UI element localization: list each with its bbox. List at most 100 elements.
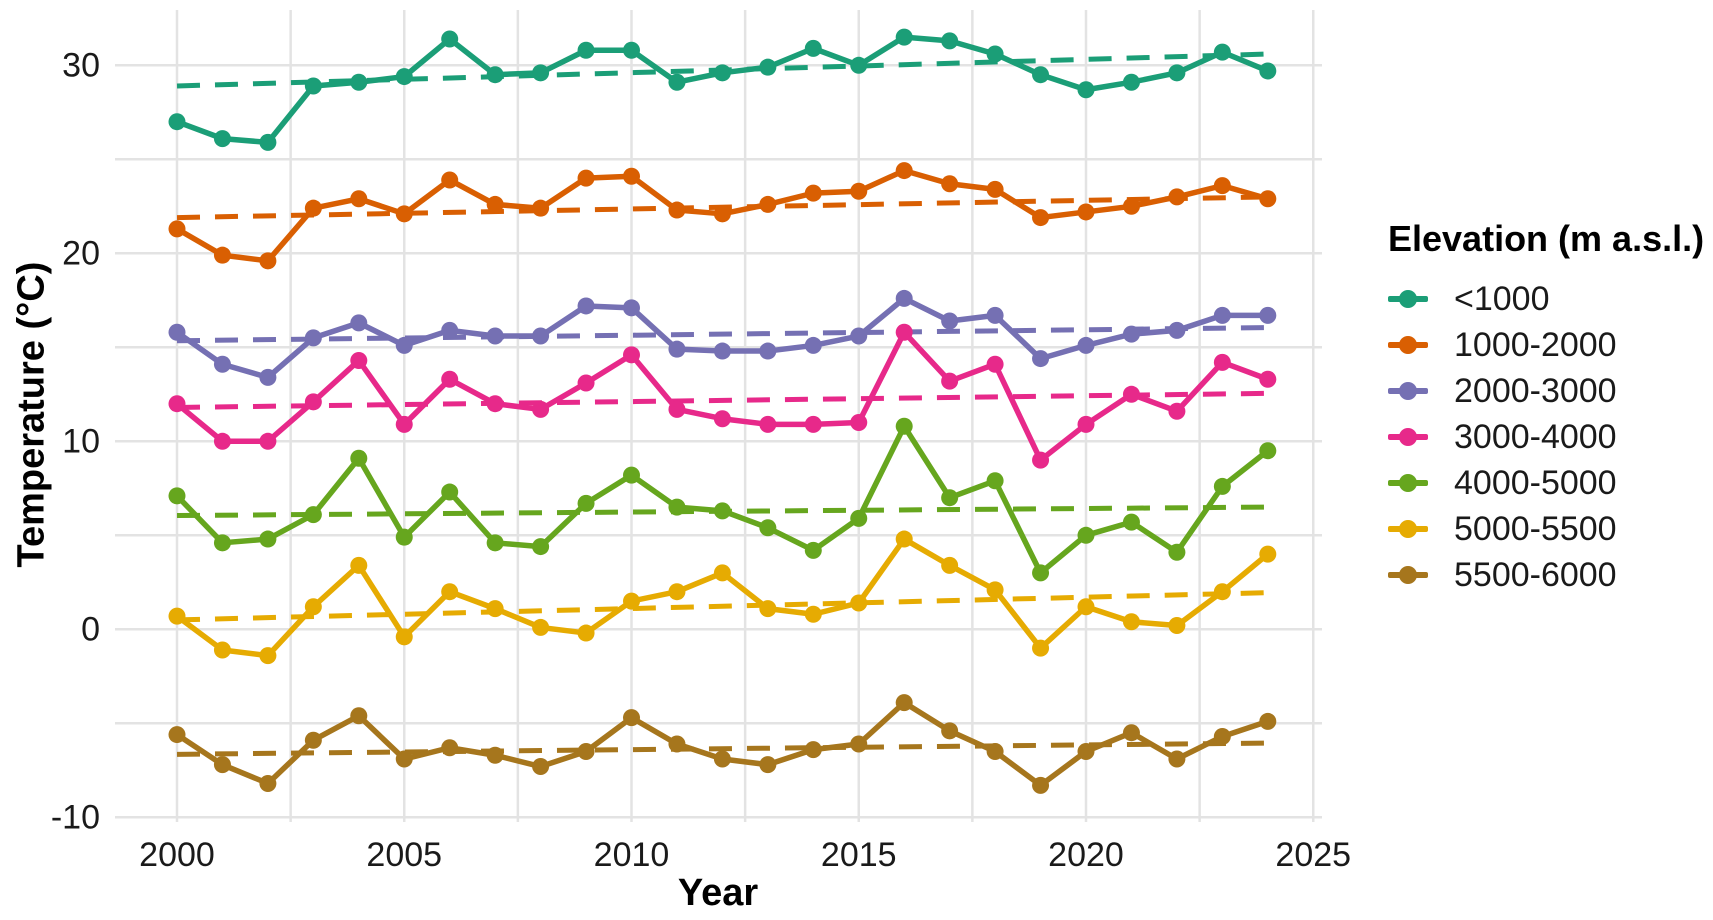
data-point-4000-5000-2009 <box>577 494 595 512</box>
data-point-<1000-2004 <box>350 73 368 91</box>
x-tick-label-2020: 2020 <box>1048 836 1124 874</box>
data-point-5000-5500-2006 <box>441 583 459 601</box>
data-point-3000-4000-2020 <box>1077 415 1095 433</box>
data-point-1000-2000-2016 <box>895 162 913 180</box>
legend-dot-icon <box>1399 428 1417 446</box>
data-point-2000-3000-2014 <box>804 336 822 354</box>
legend-item-2000-3000: 2000-3000 <box>1388 368 1708 414</box>
data-point-2000-3000-2010 <box>623 299 640 317</box>
data-point-1000-2000-2002 <box>259 252 277 270</box>
data-point-4000-5000-2004 <box>350 449 368 467</box>
data-point-5500-6000-2023 <box>1213 727 1231 745</box>
legend-key-icon <box>1388 382 1428 400</box>
data-point-5500-6000-2006 <box>441 739 459 757</box>
data-point-5500-6000-2022 <box>1168 750 1186 768</box>
series-<1000 <box>168 28 1277 151</box>
data-point-4000-5000-2006 <box>441 483 459 501</box>
data-point-5500-6000-2024 <box>1259 712 1277 730</box>
data-point-4000-5000-2002 <box>259 530 277 548</box>
data-point-3000-4000-2005 <box>395 415 413 433</box>
data-point-2000-3000-2013 <box>759 342 777 360</box>
legend-dot-icon <box>1399 336 1417 354</box>
data-point-5000-5500-2000 <box>168 607 186 625</box>
series-2000-3000 <box>168 289 1277 386</box>
legend-dot-icon <box>1399 520 1417 538</box>
data-point-1000-2000-2007 <box>486 195 504 213</box>
data-point-4000-5000-2003 <box>304 506 322 524</box>
x-tick-label-2010: 2010 <box>594 836 670 874</box>
data-point-2000-3000-2009 <box>577 297 595 315</box>
data-point-1000-2000-2019 <box>1032 209 1050 227</box>
data-point-4000-5000-2021 <box>1122 513 1140 531</box>
series-5000-5500 <box>168 530 1277 665</box>
data-point-1000-2000-2023 <box>1213 177 1231 195</box>
data-point-<1000-2022 <box>1168 64 1186 82</box>
data-point-1000-2000-2018 <box>986 180 1004 198</box>
data-point-<1000-2009 <box>577 41 595 59</box>
data-point-5000-5500-2004 <box>350 556 368 574</box>
data-point-4000-5000-2020 <box>1077 526 1095 544</box>
data-point-2000-3000-2023 <box>1213 306 1231 324</box>
legend-title: Elevation (m a.s.l.) <box>1388 218 1705 259</box>
legend-key-icon <box>1388 428 1428 446</box>
data-point-4000-5000-2013 <box>759 519 777 537</box>
legend-label: 4000-5000 <box>1454 463 1617 502</box>
x-tick-label-2000: 2000 <box>139 836 215 874</box>
legend-dot-icon <box>1399 382 1417 400</box>
data-point-4000-5000-2011 <box>668 498 686 516</box>
data-point-5500-6000-2001 <box>213 756 231 774</box>
data-point-2000-3000-2001 <box>213 355 231 373</box>
data-point-2000-3000-2024 <box>1259 306 1277 324</box>
data-point-<1000-2010 <box>623 41 640 59</box>
data-point-1000-2000-2003 <box>304 199 322 217</box>
data-point-1000-2000-2012 <box>713 205 731 223</box>
data-point-3000-4000-2010 <box>623 346 640 364</box>
series-4000-5000 <box>168 417 1277 582</box>
data-point-1000-2000-2014 <box>804 184 822 202</box>
data-point-2000-3000-2011 <box>668 340 686 358</box>
data-point-5500-6000-2019 <box>1032 776 1050 794</box>
trend-line-2000-3000 <box>176 325 1268 344</box>
x-tick-label-2025: 2025 <box>1275 836 1351 874</box>
data-point-1000-2000-2015 <box>850 182 868 200</box>
legend-key-icon <box>1388 520 1428 538</box>
data-point-5000-5500-2009 <box>577 624 595 642</box>
data-point-5500-6000-2007 <box>486 746 504 764</box>
data-point-1000-2000-2013 <box>759 195 777 213</box>
data-point-5500-6000-2013 <box>759 756 777 774</box>
legend-key-icon <box>1388 474 1428 492</box>
data-point-1000-2000-2004 <box>350 190 368 208</box>
legend-item-lt1000: <1000 <box>1388 276 1708 322</box>
data-point-4000-5000-2012 <box>713 502 731 520</box>
data-point-3000-4000-2019 <box>1032 451 1050 469</box>
data-point-3000-4000-2013 <box>759 415 777 433</box>
data-point-3000-4000-2014 <box>804 415 822 433</box>
data-point-5000-5500-2011 <box>668 583 686 601</box>
trend-line-3000-4000 <box>176 390 1268 410</box>
data-point-2000-3000-2012 <box>713 342 731 360</box>
y-tick-label-30: 30 <box>62 46 100 84</box>
data-point-3000-4000-2000 <box>168 395 186 413</box>
legend-item-5500-6000: 5500-6000 <box>1388 552 1708 598</box>
data-point-3000-4000-2016 <box>895 323 913 341</box>
data-point-2000-3000-2022 <box>1168 321 1186 339</box>
data-point-2000-3000-2002 <box>259 368 277 386</box>
data-point-2000-3000-2004 <box>350 314 368 332</box>
data-point-<1000-2012 <box>713 64 731 82</box>
data-point-1000-2000-2006 <box>441 171 459 189</box>
data-point-1000-2000-2022 <box>1168 188 1186 206</box>
data-point-1000-2000-2000 <box>168 220 186 238</box>
legend-key-icon <box>1388 566 1428 584</box>
data-point-3000-4000-2021 <box>1122 385 1140 403</box>
data-point-5500-6000-2015 <box>850 735 868 753</box>
data-point-3000-4000-2009 <box>577 374 595 392</box>
data-point-2000-3000-2015 <box>850 327 868 345</box>
legend-item-4000-5000: 4000-5000 <box>1388 460 1708 506</box>
data-point-5000-5500-2020 <box>1077 598 1095 616</box>
data-line-<1000 <box>174 34 1271 146</box>
data-point-3000-4000-2024 <box>1259 370 1277 388</box>
data-point-5500-6000-2017 <box>941 722 959 740</box>
trend-line-5000-5500 <box>176 590 1268 623</box>
